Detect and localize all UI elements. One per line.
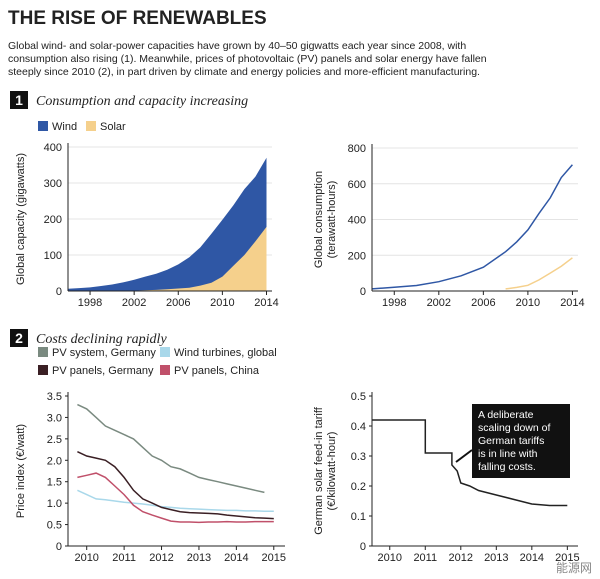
y-tick-label: 100 [44,250,62,262]
x-tick-label: 2014 [224,552,248,564]
legend-label: PV system, Germany [52,347,156,359]
legend-label: PV panels, China [174,365,260,377]
x-tick-label: 2015 [555,552,579,564]
annotation: A deliberate [478,409,534,421]
x-tick-label: 2013 [187,552,211,564]
y-tick-label: 0 [360,541,366,553]
subtitle: consumption also rising (1). Meanwhile, … [8,53,487,65]
y-tick-label: 0 [56,541,62,553]
y-tick-label: 3.0 [47,412,62,424]
line [77,489,274,513]
y-tick-label: 200 [348,250,366,262]
y-tick-label: 0.5 [47,520,62,532]
x-tick-label: 2002 [122,297,146,309]
area [68,226,267,291]
annotation-box [472,404,570,478]
legend-label: Wind turbines, global [174,347,277,359]
line [371,164,573,290]
y-tick-label: 0.3 [351,451,366,463]
subtitle: Global wind- and solar-power capacities … [8,40,466,52]
legend-label: PV panels, Germany [52,365,154,377]
y-tick-label: 1.5 [47,477,62,489]
y-axis-label: German solar feed-in tariff [313,406,325,535]
x-tick-label: 2010 [210,297,234,309]
y-tick-label: 1.0 [47,498,62,510]
y-tick-label: 200 [44,214,62,226]
legend-label: Wind [52,121,77,133]
x-tick-label: 2015 [262,552,286,564]
x-tick-label: 2014 [560,297,584,309]
y-tick-label: 0.4 [351,421,366,433]
section-number: 1 [15,92,23,108]
legend-label: Solar [100,121,126,133]
x-tick-label: 2010 [516,297,540,309]
y-tick-label: 2.5 [47,434,62,446]
title: THE RISE OF RENEWABLES [8,8,267,29]
section-number: 2 [15,330,23,346]
y-tick-label: 400 [44,142,62,154]
legend-swatch [160,347,170,357]
x-tick-label: 2006 [471,297,495,309]
line [77,451,274,520]
x-tick-label: 2002 [427,297,451,309]
section-badge [10,91,28,109]
line [77,472,274,524]
y-tick-label: 0.2 [351,481,366,493]
annotation-pointer [455,449,473,463]
y-axis-label: Global capacity (gigawatts) [15,153,27,285]
x-tick-label: 2013 [484,552,508,564]
x-tick-label: 1998 [78,297,102,309]
x-tick-label: 1998 [382,297,406,309]
x-tick-label: 2006 [166,297,190,309]
legend-swatch [38,121,48,131]
y-tick-label: 0.1 [351,511,366,523]
y-tick-label: 400 [348,215,366,227]
section-title: Costs declining rapidly [36,332,167,347]
watermark: 能源网 [556,561,592,575]
area [68,157,267,291]
x-tick-label: 2011 [112,552,136,564]
y-tick-label: 2.0 [47,455,62,467]
legend-swatch [86,121,96,131]
y-axis-label: (terawatt-hours) [326,181,338,259]
annotation: German tariffs [478,435,544,447]
x-tick-label: 2010 [378,552,402,564]
y-axis-label: Price index (€/watt) [15,424,27,518]
y-tick-label: 0 [56,286,62,298]
section-title: Consumption and capacity increasing [36,94,248,109]
line [505,257,573,290]
y-tick-label: 0.5 [351,391,366,403]
x-tick-label: 2014 [520,552,544,564]
x-tick-label: 2012 [449,552,473,564]
x-tick-label: 2010 [74,552,98,564]
y-tick-label: 3.5 [47,391,62,403]
annotation: scaling down of [478,422,550,434]
y-axis-label: Global consumption [313,171,325,268]
legend-swatch [160,365,170,375]
annotation: is in line with [478,448,538,460]
y-tick-label: 0 [360,286,366,298]
y-tick-label: 800 [348,143,366,155]
legend-swatch [38,347,48,357]
y-tick-label: 300 [44,178,62,190]
annotation: falling costs. [478,461,536,473]
x-tick-label: 2011 [413,552,437,564]
line [372,419,568,507]
line [77,403,265,494]
x-tick-label: 2012 [149,552,173,564]
y-tick-label: 600 [348,179,366,191]
y-axis-label: (€/kilowatt-hour) [326,432,338,511]
legend-swatch [38,365,48,375]
x-tick-label: 2014 [254,297,278,309]
section-badge [10,329,28,347]
subtitle: steeply since 2010 (2), in part driven b… [8,66,480,78]
